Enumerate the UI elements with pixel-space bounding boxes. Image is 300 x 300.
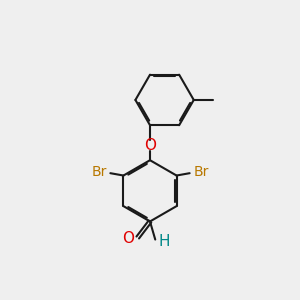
Text: Br: Br bbox=[194, 165, 209, 179]
Text: H: H bbox=[159, 234, 170, 249]
Text: O: O bbox=[144, 138, 156, 153]
Text: Br: Br bbox=[91, 165, 106, 179]
Text: O: O bbox=[122, 231, 134, 246]
